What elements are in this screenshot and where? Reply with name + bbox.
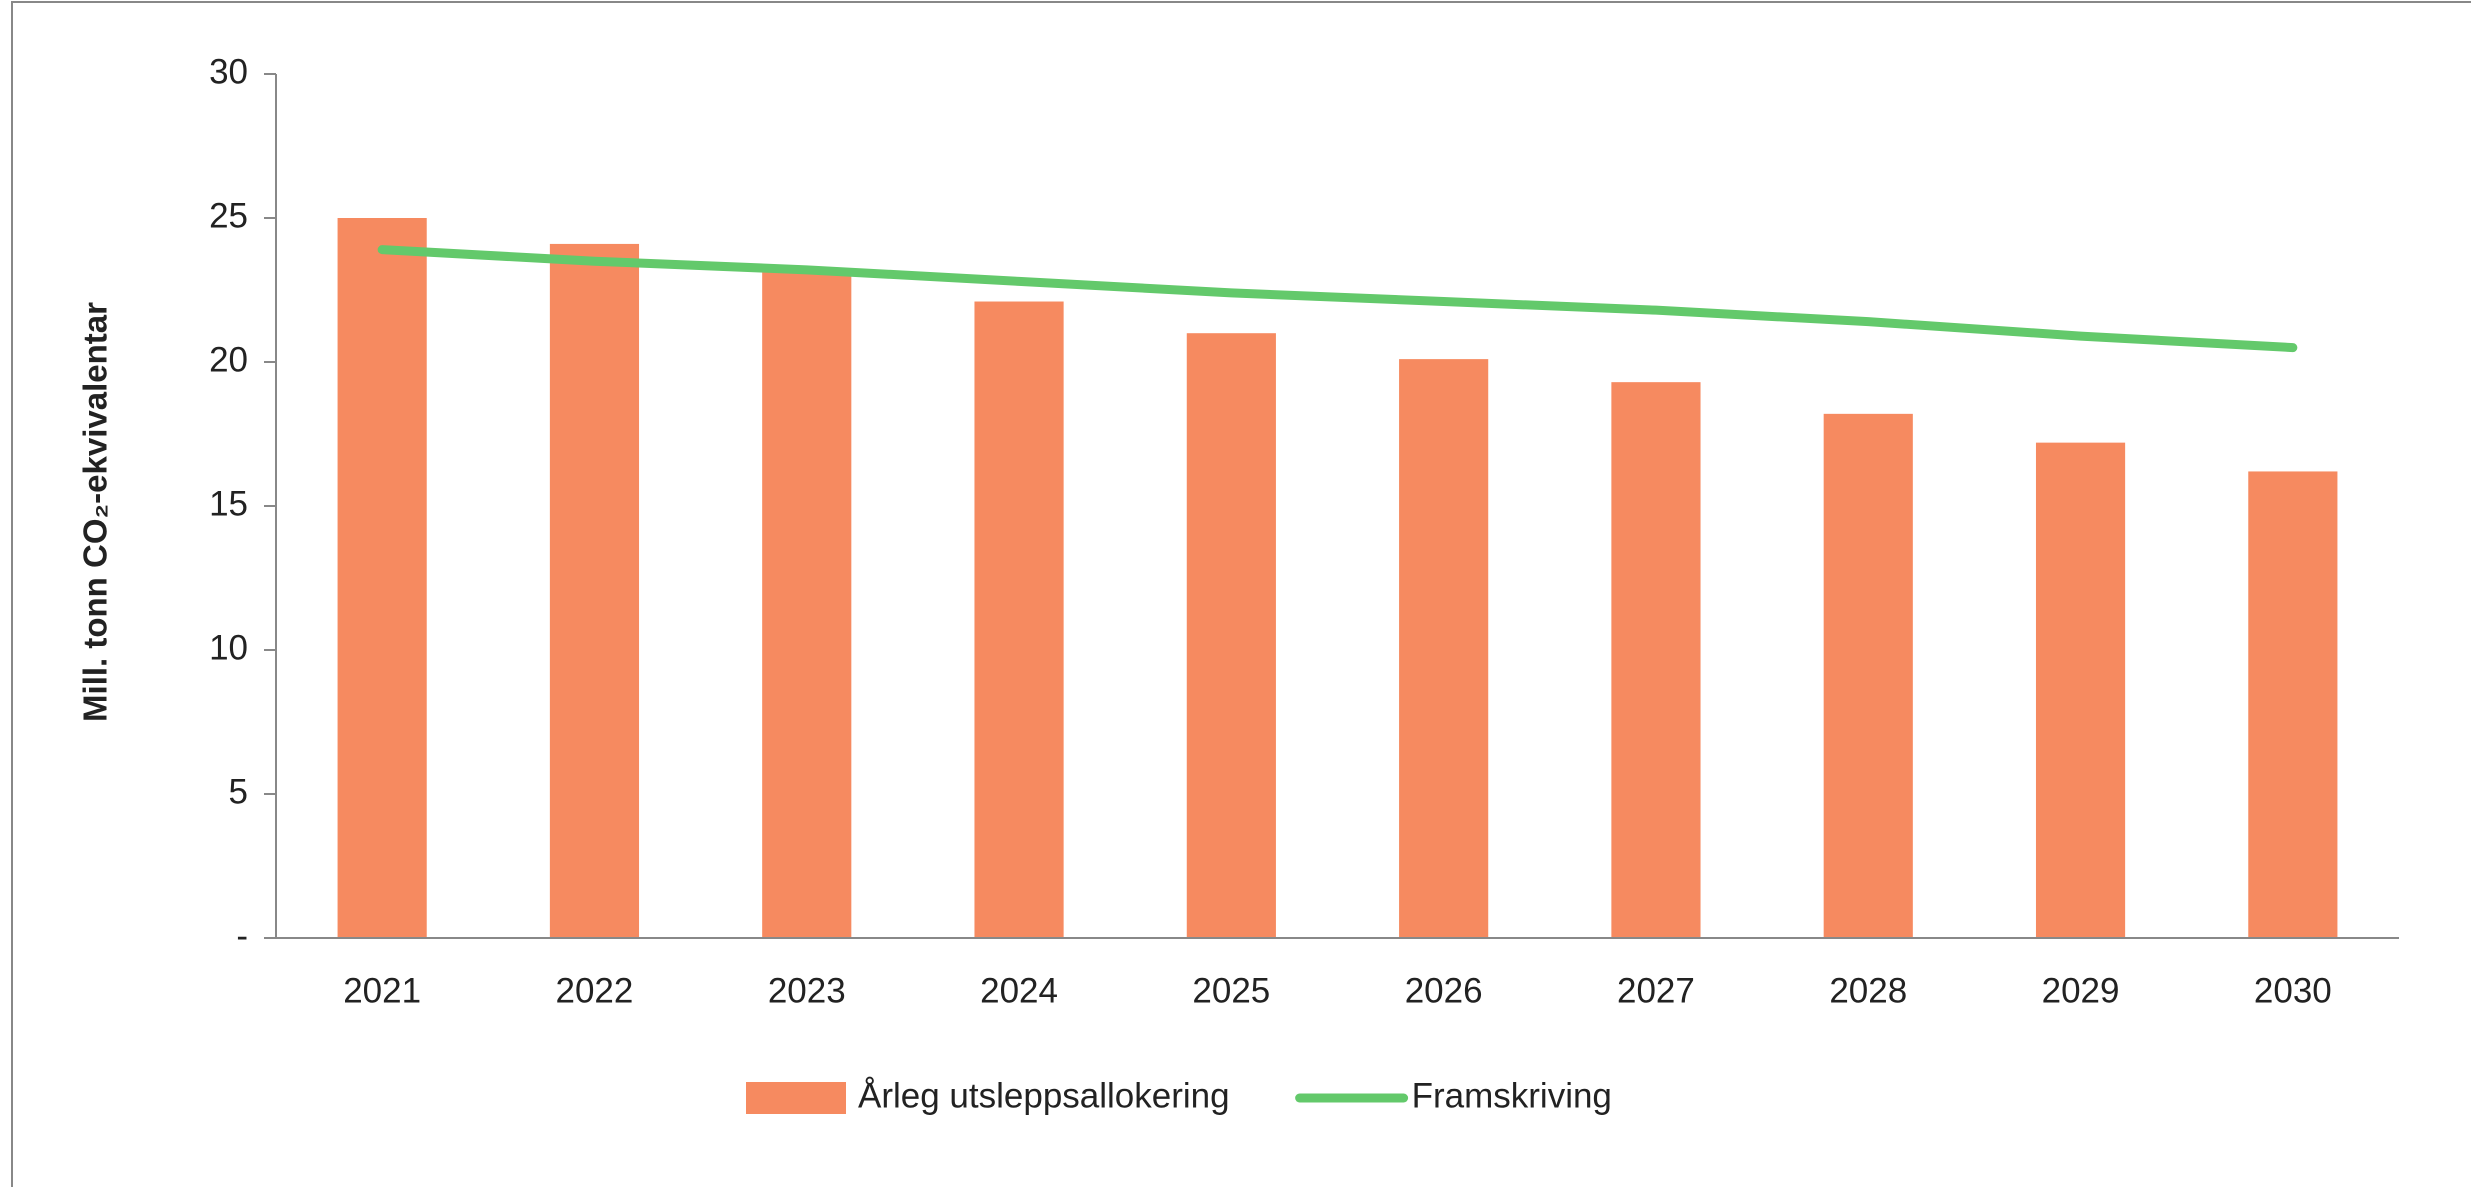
line [377,245,2298,353]
x-tick-label: 2026 [1405,971,1483,1010]
bar [337,218,427,938]
legend-swatch [746,1082,846,1114]
chart-frame [11,1,2471,1187]
bar [762,269,852,939]
bar [974,301,1064,938]
bar [1399,359,1489,938]
y-axis-label: Mill. tonn CO₂-ekvivalentar [77,302,114,722]
x-tick-label: 2029 [2042,971,2120,1010]
x-tick-label: 2025 [1192,971,1270,1010]
y-tick-label: 25 [209,196,248,235]
x-tick-label: 2030 [2254,971,2332,1010]
x-tick-label: 2024 [980,971,1058,1010]
bar [549,243,640,939]
x-tick-label: 2022 [556,971,634,1010]
x-tick-label: 2027 [1617,971,1695,1010]
bar [1823,413,1913,939]
bar [2248,471,2338,938]
x-tick-label: 2021 [343,971,421,1010]
legend-label: Årleg utsleppsallokering [858,1076,1230,1115]
x-tick-label: 2023 [768,971,846,1010]
bar [1186,333,1276,938]
y-tick-label: - [236,916,248,955]
bar [1611,382,1701,938]
y-tick-label: 5 [229,772,248,811]
y-tick-label: 20 [209,340,248,379]
bar [2035,442,2126,938]
legend-label: Framskriving [1412,1076,1612,1115]
y-tick-label: 30 [209,52,248,91]
y-tick-label: 10 [209,628,248,667]
y-tick-label: 15 [209,484,248,523]
x-tick-label: 2028 [1829,971,1907,1010]
